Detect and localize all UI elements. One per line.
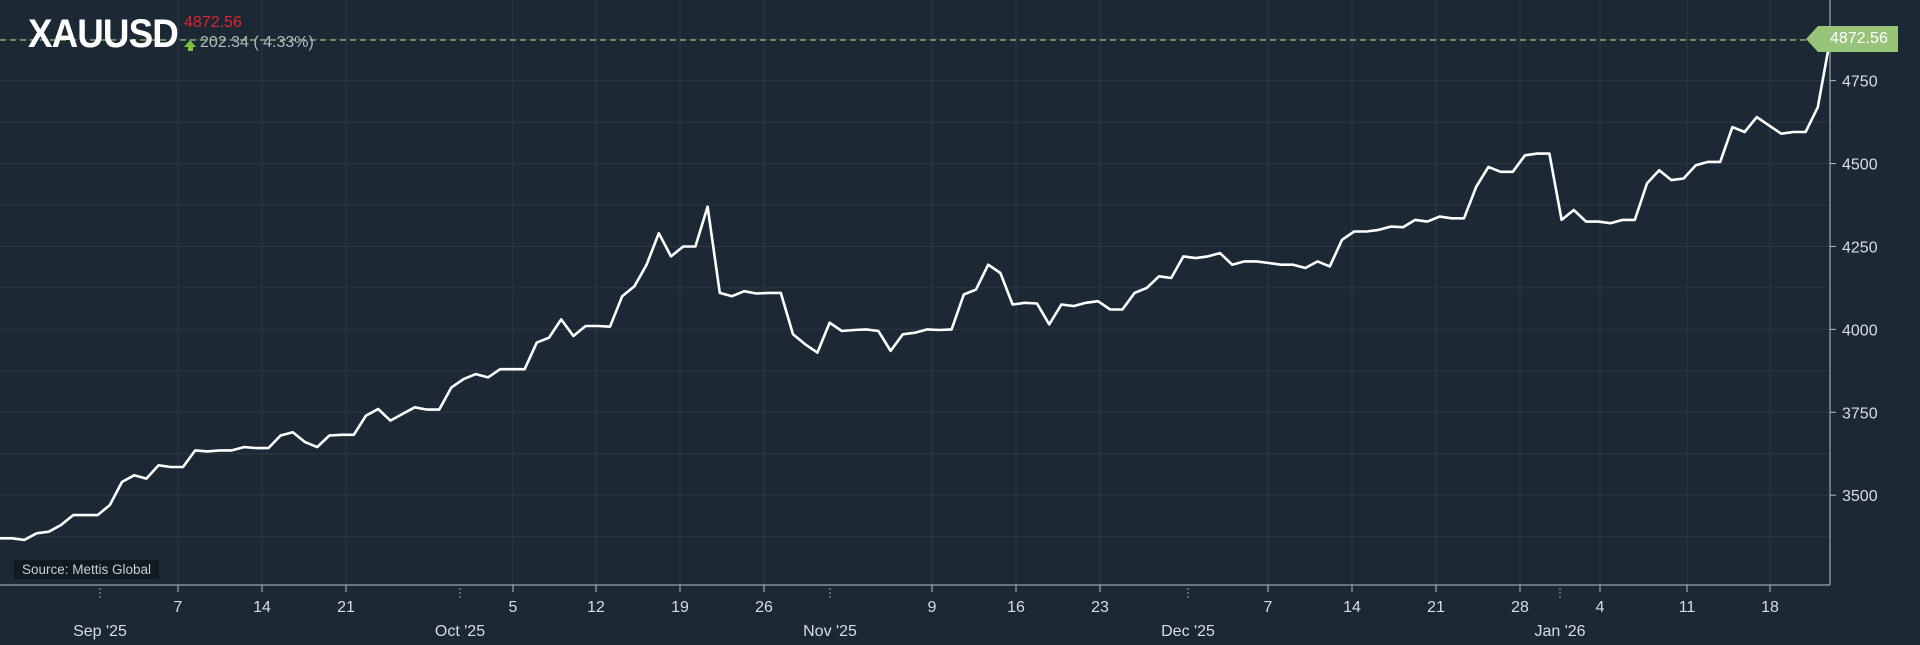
month-separator-dot	[459, 588, 461, 590]
month-separator-dot	[829, 596, 831, 598]
y-tick-label: 3750	[1842, 405, 1878, 422]
month-separator-dot	[99, 596, 101, 598]
x-day-label: 7	[1264, 599, 1273, 616]
month-separator-dot	[99, 588, 101, 590]
y-tick-label: 4750	[1842, 74, 1878, 91]
x-day-label: 7	[174, 599, 183, 616]
month-separator-dot	[829, 592, 831, 594]
x-day-label: 12	[587, 599, 605, 616]
x-day-label: 21	[1427, 599, 1445, 616]
y-tick-label: 4500	[1842, 157, 1878, 174]
x-day-label: 14	[253, 599, 271, 616]
x-day-label: 23	[1091, 599, 1109, 616]
month-separator-dot	[1559, 596, 1561, 598]
x-day-label: 21	[337, 599, 355, 616]
series-layer	[0, 38, 1832, 542]
x-day-label: 4	[1596, 599, 1605, 616]
axes	[0, 0, 1836, 598]
x-day-label: 9	[928, 599, 937, 616]
grid-lines	[0, 0, 1830, 585]
x-day-label: 16	[1007, 599, 1025, 616]
x-day-label: 26	[755, 599, 773, 616]
source-label: Source: Mettis Global	[14, 560, 160, 579]
x-day-label: 18	[1761, 599, 1779, 616]
month-separator-dot	[1187, 588, 1189, 590]
x-day-label: 5	[509, 599, 518, 616]
x-month-label: Sep '25	[73, 623, 127, 640]
month-separator-dot	[1187, 592, 1189, 594]
x-month-label: Jan '26	[1534, 623, 1585, 640]
x-day-label: 14	[1343, 599, 1361, 616]
y-tick-label: 4000	[1842, 322, 1878, 339]
last-price: 4872.56	[184, 14, 242, 31]
series-line-xauusd	[0, 38, 1832, 542]
x-month-label: Oct '25	[435, 623, 485, 640]
month-separator-dot	[1187, 596, 1189, 598]
month-separator-dot	[1559, 592, 1561, 594]
current-price-tag: 4872.56	[1806, 26, 1898, 52]
x-day-label: 19	[671, 599, 689, 616]
x-day-label: 28	[1511, 599, 1529, 616]
month-separator-dot	[829, 588, 831, 590]
y-tick-label: 3500	[1842, 488, 1878, 505]
month-separator-dot	[459, 592, 461, 594]
x-month-label: Nov '25	[803, 623, 857, 640]
tick-labels: 3500 3750 4000 4250 4500 4750 7 14 21 5 12 19 26 9 16 2…	[73, 74, 1878, 640]
price-change: 202.34 ( 4.33%)	[184, 34, 314, 52]
x-day-label: 11	[1679, 599, 1696, 616]
month-separator-dot	[99, 592, 101, 594]
price-change-text: 202.34 ( 4.33%)	[200, 34, 314, 51]
x-month-label: Dec '25	[1161, 623, 1215, 640]
month-separator-dot	[1559, 588, 1561, 590]
up-arrow-icon	[184, 39, 196, 51]
month-separator-dot	[459, 596, 461, 598]
y-tick-label: 4250	[1842, 239, 1878, 256]
symbol-title: XAUUSD	[28, 12, 179, 56]
